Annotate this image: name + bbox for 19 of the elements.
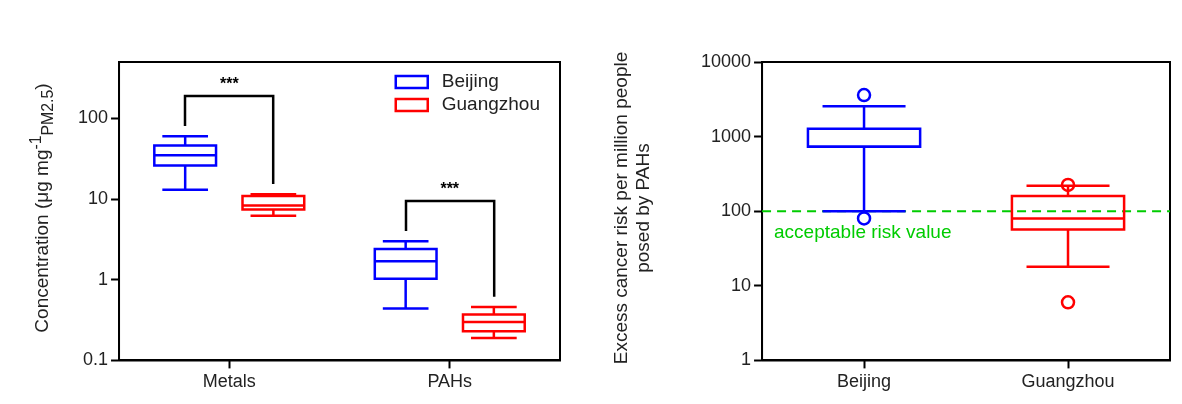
y-tick-label: 1 xyxy=(741,349,752,370)
y-tick-label: 10 xyxy=(731,274,752,295)
y-tick-label: 10 xyxy=(88,188,109,209)
y-axis-title: Excess cancer risk per million people posed by PAHs xyxy=(610,50,654,367)
y-tick-label: 10000 xyxy=(700,50,752,71)
y-tick-label: 0.1 xyxy=(83,349,109,370)
y-tick-label: 100 xyxy=(721,200,752,221)
x-tick-label: Beijing xyxy=(837,371,892,392)
x-tick-label: Guangzhou xyxy=(1021,371,1115,392)
annotation: *** xyxy=(219,74,240,92)
x-tick-label: PAHs xyxy=(427,371,473,392)
y-tick-label: 1000 xyxy=(711,125,752,146)
annotation: *** xyxy=(440,179,460,197)
y-tick-label: 100 xyxy=(77,107,109,128)
y-tick-label: 1 xyxy=(98,268,109,289)
x-tick-label: Metals xyxy=(202,371,256,392)
legend-label: Guangzhou xyxy=(441,93,540,115)
ref-line-label: acceptable risk value xyxy=(774,220,952,242)
legend-label: Beijing xyxy=(441,70,499,92)
